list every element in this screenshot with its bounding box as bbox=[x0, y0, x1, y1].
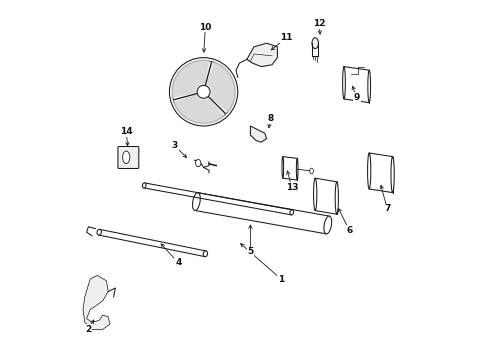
Circle shape bbox=[170, 58, 238, 126]
Text: 4: 4 bbox=[175, 258, 182, 267]
Ellipse shape bbox=[312, 38, 318, 49]
Text: 9: 9 bbox=[353, 93, 360, 102]
Text: 14: 14 bbox=[120, 127, 132, 136]
Text: 12: 12 bbox=[313, 19, 325, 28]
Ellipse shape bbox=[314, 178, 317, 211]
Ellipse shape bbox=[296, 158, 298, 180]
Polygon shape bbox=[83, 275, 110, 329]
Circle shape bbox=[197, 85, 210, 98]
Polygon shape bbox=[250, 126, 267, 142]
Ellipse shape bbox=[324, 216, 332, 234]
Ellipse shape bbox=[290, 210, 294, 215]
Ellipse shape bbox=[343, 67, 345, 99]
Ellipse shape bbox=[193, 193, 200, 211]
Text: 2: 2 bbox=[85, 325, 92, 334]
Text: 3: 3 bbox=[172, 141, 178, 150]
Ellipse shape bbox=[143, 183, 146, 188]
Text: 10: 10 bbox=[199, 22, 212, 31]
Ellipse shape bbox=[368, 70, 370, 103]
Ellipse shape bbox=[368, 153, 371, 189]
Ellipse shape bbox=[335, 182, 339, 214]
Ellipse shape bbox=[122, 151, 130, 164]
Ellipse shape bbox=[203, 251, 208, 257]
Polygon shape bbox=[247, 43, 277, 67]
Text: 1: 1 bbox=[278, 274, 284, 284]
Text: 5: 5 bbox=[247, 248, 253, 256]
Wedge shape bbox=[173, 95, 224, 124]
Text: 11: 11 bbox=[280, 33, 293, 42]
FancyBboxPatch shape bbox=[118, 147, 139, 168]
Text: 8: 8 bbox=[267, 114, 273, 123]
Ellipse shape bbox=[282, 157, 284, 178]
Wedge shape bbox=[206, 61, 236, 113]
Ellipse shape bbox=[97, 229, 101, 235]
Ellipse shape bbox=[196, 159, 201, 167]
Text: 6: 6 bbox=[346, 226, 352, 235]
Ellipse shape bbox=[391, 157, 394, 193]
Text: 7: 7 bbox=[384, 204, 391, 213]
Ellipse shape bbox=[310, 168, 314, 174]
Wedge shape bbox=[171, 59, 209, 98]
Text: 13: 13 bbox=[286, 183, 298, 192]
